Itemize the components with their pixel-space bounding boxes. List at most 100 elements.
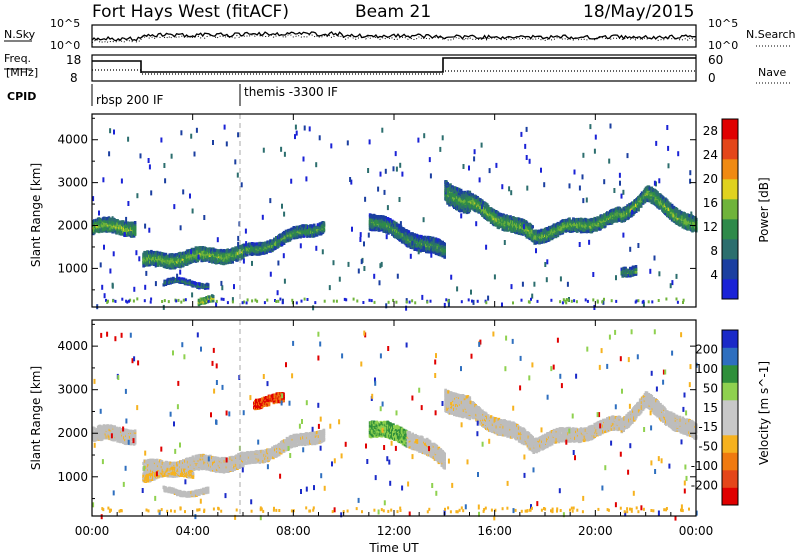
noise-cell xyxy=(294,124,297,130)
freq-panel-frame xyxy=(91,54,697,82)
near-range-cell xyxy=(586,299,589,303)
near-range-cell xyxy=(243,300,246,304)
noise-cell xyxy=(540,167,542,173)
near-range-cell xyxy=(343,297,346,301)
noise-cell xyxy=(543,238,546,244)
noise-cell xyxy=(581,174,584,180)
freq-series xyxy=(92,57,696,73)
echo-cell xyxy=(219,248,223,253)
echo-cell xyxy=(369,213,373,217)
noise-cell xyxy=(578,185,581,191)
echo-cell xyxy=(506,225,509,229)
near-range-cell xyxy=(300,299,303,303)
power-y-label: Slant Range [km] xyxy=(29,163,43,267)
near-range-cell xyxy=(528,300,531,304)
near-range-cell xyxy=(429,299,432,303)
noise-cell xyxy=(521,281,524,287)
echo-cell xyxy=(509,215,512,219)
noise-cell xyxy=(154,262,157,268)
echo-cell xyxy=(151,261,154,265)
noise-cell xyxy=(347,261,350,267)
echo-cell xyxy=(133,229,137,233)
echo-cell xyxy=(672,205,676,210)
freq-label-2: [MHz] xyxy=(6,66,38,79)
echo-cell xyxy=(670,203,674,207)
noise-cell xyxy=(528,158,531,164)
echo-cell xyxy=(478,201,481,205)
echo-cell xyxy=(427,250,431,254)
y-tick-label: 3000 xyxy=(57,176,88,190)
echo-cell xyxy=(398,238,402,242)
echo-cell xyxy=(413,242,416,246)
noise-cell xyxy=(495,162,498,168)
noise-cell xyxy=(373,273,376,279)
near-range-cell xyxy=(256,299,259,303)
noise-cell xyxy=(150,190,153,196)
noise-cell xyxy=(220,280,223,286)
noise-cell xyxy=(603,179,606,185)
near-range-cell xyxy=(657,299,660,302)
noise-cell xyxy=(111,216,114,222)
echo-cell xyxy=(451,185,454,189)
echo-cell xyxy=(158,259,162,263)
noise-cell xyxy=(103,244,105,250)
echo-cell xyxy=(644,198,648,202)
echo-cell xyxy=(255,242,259,246)
echo-cell xyxy=(133,221,137,225)
noise-cell xyxy=(568,183,571,189)
noise-cell xyxy=(112,251,115,257)
noise-cell xyxy=(332,260,335,266)
near-range-cell xyxy=(175,299,178,303)
noise-cell xyxy=(154,281,157,287)
near-range-cell xyxy=(520,298,523,302)
noise-cell xyxy=(367,232,370,238)
noise-cell xyxy=(170,153,173,159)
near-range-cell xyxy=(584,298,587,302)
noise-cell xyxy=(501,184,504,190)
echo-cell xyxy=(468,207,472,211)
noise-cell xyxy=(510,284,513,290)
noise-cell xyxy=(417,249,420,255)
noise-cell xyxy=(108,151,111,157)
echo-cell xyxy=(102,436,106,440)
noise-cell xyxy=(460,213,463,219)
echo-cell xyxy=(694,216,697,220)
near-range-cell xyxy=(177,298,180,302)
echo-cell xyxy=(626,204,629,208)
echo-cell xyxy=(182,277,186,281)
noise-cell xyxy=(510,190,513,196)
noise-cell xyxy=(386,205,389,211)
noise-cell xyxy=(588,239,591,245)
near-range-cell xyxy=(562,298,565,302)
near-range-cell xyxy=(112,299,114,303)
near-range-cell xyxy=(295,301,298,305)
noise-cell xyxy=(145,270,148,276)
y-tick-label: 4000 xyxy=(57,133,88,147)
echo-cell xyxy=(152,257,155,261)
noise-cell xyxy=(585,197,588,203)
near-range-cell xyxy=(445,298,448,302)
echo-cell xyxy=(106,228,110,232)
echo-cell xyxy=(482,203,485,207)
near-range-cell xyxy=(163,299,166,303)
near-range-cell xyxy=(291,298,294,302)
noise-cell xyxy=(626,153,629,159)
near-range-cell xyxy=(182,298,185,302)
noise-cell xyxy=(190,249,193,255)
noise-cell xyxy=(330,143,333,149)
power-echo-cells xyxy=(92,123,698,311)
echo-cell xyxy=(99,431,103,435)
noise-cell xyxy=(212,140,214,145)
noise-cell xyxy=(290,178,293,184)
noise-cell xyxy=(103,293,106,299)
noise-cell xyxy=(472,299,475,305)
echo-cell xyxy=(522,232,526,236)
echo-cell xyxy=(486,205,490,209)
noise-cell xyxy=(669,283,672,289)
echo-cell xyxy=(640,191,644,195)
near-range-cell xyxy=(387,300,390,304)
noise-cell xyxy=(609,123,612,129)
near-range-cell xyxy=(241,301,244,305)
echo-cell xyxy=(112,229,115,233)
